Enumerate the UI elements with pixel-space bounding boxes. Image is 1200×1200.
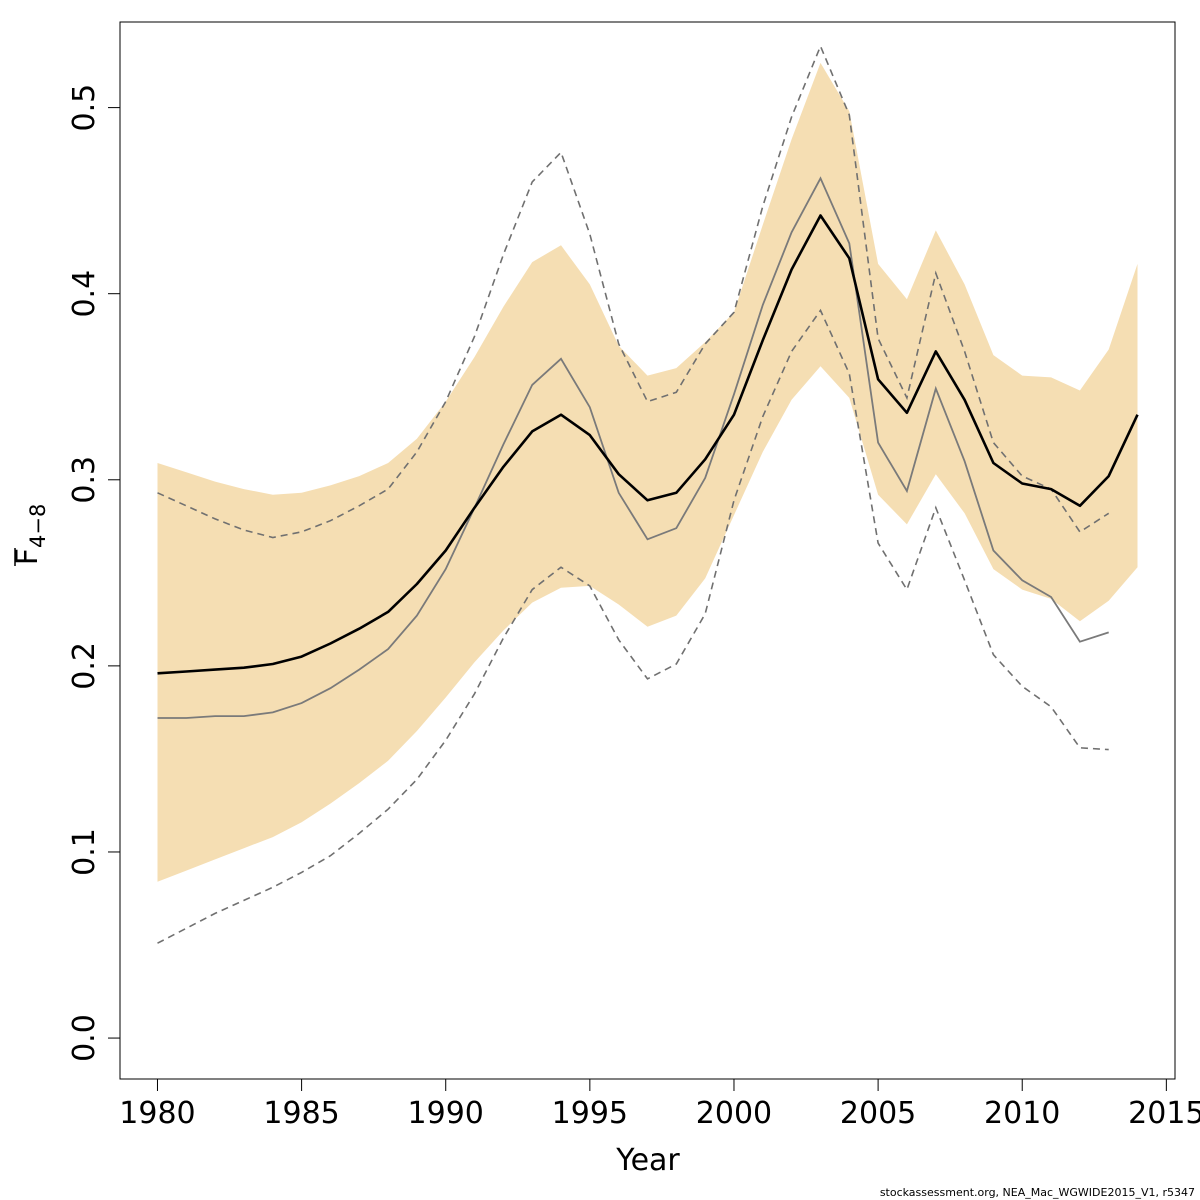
y-tick-label-2: 0.2 [67,642,102,690]
axes-layer: 1980 1985 1990 1995 2000 2005 2010 2015 0.0 0.1 0.… [67,84,1200,1131]
x-axis-title: Year [615,1143,680,1178]
estimate-line [157,214,1139,675]
y-axis-title: F 4−8 [10,504,50,566]
y-tick-label-1: 0.1 [67,828,102,876]
previous-upper-line [157,44,1110,539]
previous-lower-line [157,308,1109,944]
y-axis-title-main: F [10,548,45,565]
y-axis-title-subscript: 4−8 [26,504,50,548]
previous-estimate-line [157,176,1109,719]
footer-source: stockassessment.org, NEA_Mac_WGWIDE2015_… [880,1186,1195,1199]
y-tick-label-0: 0.0 [67,1014,102,1062]
x-tick-label-2015: 2015 [1128,1096,1200,1131]
y-tick-label-4: 0.4 [67,270,102,318]
y-tick-label-3: 0.3 [67,456,102,504]
x-tick-label-1980: 1980 [119,1096,195,1131]
confidence-band [157,62,1138,882]
y-tick-label-5: 0.5 [67,84,102,132]
plot-layer [157,44,1139,944]
x-tick-label-1985: 1985 [263,1096,339,1131]
x-tick-label-2000: 2000 [696,1096,772,1131]
x-tick-label-2010: 2010 [984,1096,1060,1131]
x-tick-label-1990: 1990 [408,1096,484,1131]
x-tick-label-2005: 2005 [840,1096,916,1131]
x-tick-label-1995: 1995 [552,1096,628,1131]
